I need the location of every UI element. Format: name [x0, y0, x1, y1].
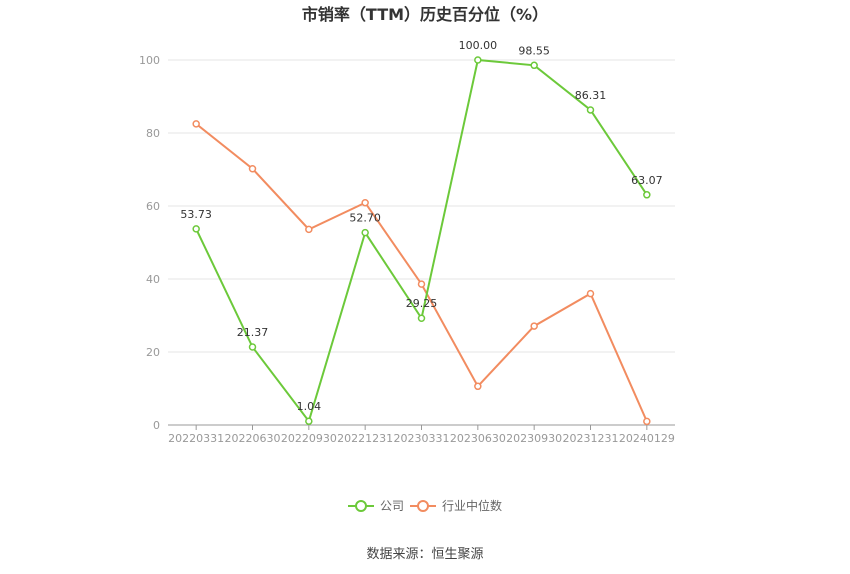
x-tick-label: 20240129	[619, 432, 675, 445]
data-label: 52.70	[349, 212, 381, 225]
data-point[interactable]	[643, 417, 651, 426]
x-tick-label: 20231231	[563, 432, 619, 445]
data-label: 63.07	[631, 174, 663, 187]
x-tick-label: 20221231	[337, 432, 393, 445]
chart-title: 市销率（TTM）历史百分位（%）	[302, 5, 548, 24]
series-line	[195, 58, 648, 424]
y-tick-label: 60	[146, 200, 160, 213]
data-point[interactable]	[361, 228, 369, 237]
legend[interactable]: 公司 行业中位数	[348, 498, 502, 513]
data-source: 数据来源：恒生聚源	[366, 547, 483, 562]
data-point[interactable]	[530, 61, 538, 70]
legend-item[interactable]: 公司	[348, 499, 404, 513]
x-tick-label: 20230331	[394, 432, 450, 445]
x-tick-label: 20230630	[450, 432, 506, 445]
data-point[interactable]	[474, 382, 482, 391]
data-point[interactable]	[248, 343, 257, 351]
series-公司: 53.73 21.37 1.04 52.70 29.25 100.00 98.55 86.31…	[180, 39, 663, 425]
y-axis: 0 20 40 60 80 100	[139, 54, 160, 432]
legend-label: 公司	[380, 499, 404, 513]
data-point[interactable]	[248, 165, 257, 173]
legend-item[interactable]: 行业中位数	[410, 498, 502, 513]
data-point[interactable]	[417, 314, 426, 322]
series-行业中位数	[192, 120, 651, 426]
data-label: 98.55	[518, 44, 550, 57]
data-label: 53.73	[180, 208, 212, 221]
data-point[interactable]	[361, 198, 369, 207]
data-point[interactable]	[643, 191, 651, 199]
x-tick-label: 20220630	[225, 432, 281, 445]
data-point[interactable]	[192, 120, 200, 128]
y-tick-label: 100	[139, 54, 160, 67]
legend-marker	[417, 500, 429, 512]
legend-marker	[355, 500, 367, 512]
y-tick-label: 80	[146, 127, 160, 140]
data-point[interactable]	[586, 289, 595, 298]
x-tick-label: 20230930	[506, 432, 562, 445]
y-tick-label: 40	[146, 273, 160, 286]
data-label: 1.04	[297, 400, 322, 413]
data-point[interactable]	[530, 322, 538, 330]
data-point[interactable]	[305, 417, 313, 425]
data-point[interactable]	[417, 280, 426, 288]
data-label: 100.00	[459, 39, 498, 52]
data-point[interactable]	[586, 106, 595, 114]
y-tick-label: 0	[153, 419, 160, 432]
x-tick-label: 20220331	[168, 432, 224, 445]
legend-label: 行业中位数	[442, 498, 502, 513]
data-point[interactable]	[192, 225, 200, 233]
data-point[interactable]	[305, 225, 313, 234]
x-tick-label: 20220930	[281, 432, 337, 445]
y-tick-label: 20	[146, 346, 160, 359]
grid	[168, 59, 675, 353]
data-point[interactable]	[474, 56, 482, 64]
series-layer: 53.73 21.37 1.04 52.70 29.25 100.00 98.55 86.31…	[180, 39, 663, 426]
x-axis: 20220331 20220630 20220930 20221231 20230331…	[168, 424, 675, 445]
data-label: 86.31	[575, 89, 607, 102]
data-label: 29.25	[406, 297, 438, 310]
data-label: 21.37	[237, 326, 269, 339]
series-line	[195, 123, 648, 422]
